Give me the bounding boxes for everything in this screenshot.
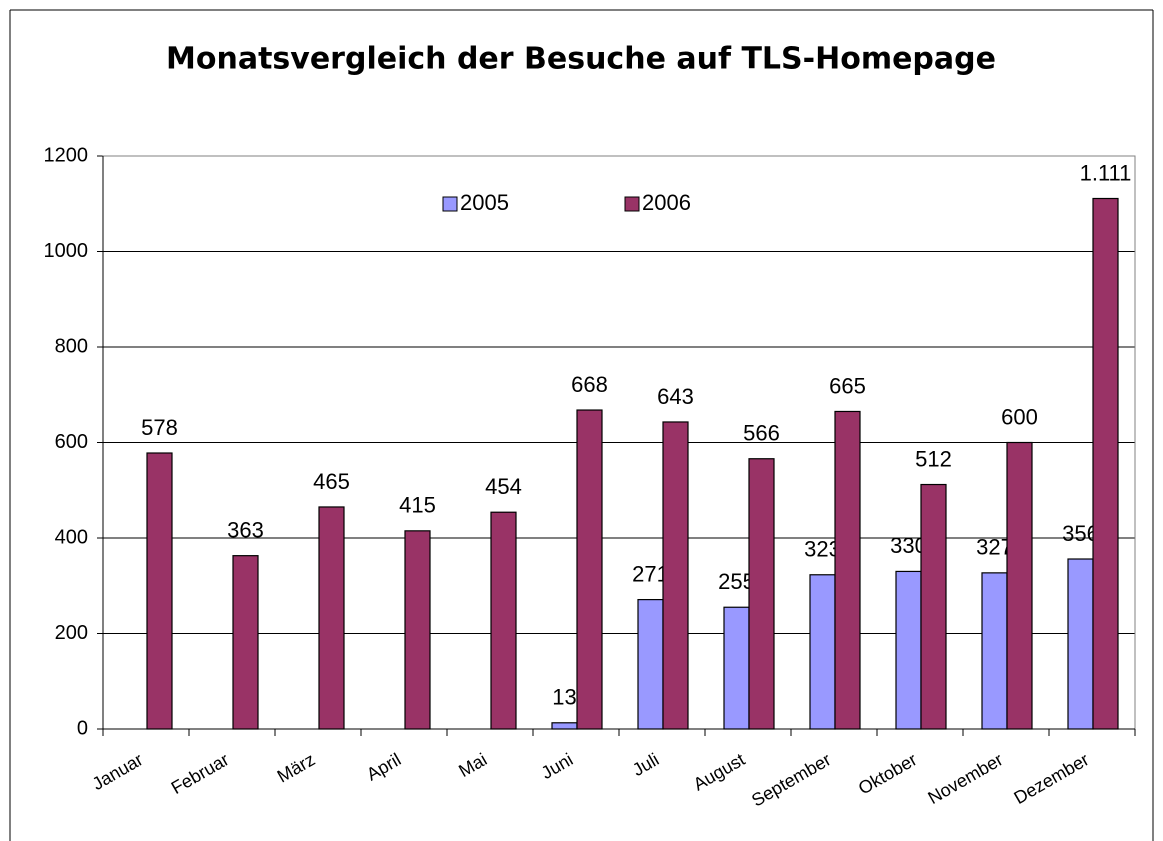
bar — [981, 572, 1008, 730]
bar — [490, 511, 517, 730]
x-tick-label: November — [924, 749, 1006, 808]
x-tick-label: März — [274, 749, 319, 786]
x-tick-label: April — [363, 749, 404, 784]
bar — [551, 722, 578, 730]
x-tick-label: Oktober — [855, 749, 920, 798]
data-label: 643 — [657, 384, 694, 409]
x-tick-label: September — [748, 749, 834, 810]
y-tick-label: 800 — [55, 335, 88, 357]
data-label: 363 — [227, 517, 264, 542]
data-label: 665 — [829, 373, 866, 398]
data-label: 465 — [313, 469, 350, 494]
bar — [809, 574, 836, 730]
bar — [232, 555, 259, 730]
bar — [146, 452, 173, 730]
x-tick-label: Dezember — [1010, 749, 1092, 808]
data-label: 1.111 — [1080, 160, 1132, 185]
data-label: 512 — [915, 446, 952, 471]
chart-title: Monatsvergleich der Besuche auf TLS-Home… — [166, 42, 996, 77]
bar — [662, 421, 689, 730]
y-tick-label: 600 — [55, 431, 88, 453]
bar — [1006, 441, 1033, 730]
data-label: 600 — [1001, 404, 1038, 429]
y-tick-label: 1200 — [44, 144, 89, 166]
bar — [1092, 197, 1119, 730]
data-label: 415 — [399, 493, 436, 518]
y-tick-label: 200 — [55, 622, 88, 644]
y-tick-label: 0 — [77, 717, 88, 739]
bar — [834, 410, 861, 730]
x-tick-label: Mai — [455, 749, 490, 781]
data-label: 13 — [552, 685, 576, 710]
data-label: 578 — [141, 415, 178, 440]
x-tick-label: Juli — [629, 749, 662, 780]
x-tick-label: Januar — [89, 749, 147, 794]
bar — [404, 530, 431, 730]
x-tick-label: Februar — [168, 749, 233, 798]
bar — [637, 598, 664, 730]
legend-swatch — [442, 196, 458, 212]
legend-label: 2006 — [642, 190, 691, 215]
bar — [895, 570, 922, 730]
bar — [920, 483, 947, 730]
legend-label: 2005 — [460, 190, 509, 215]
data-label: 454 — [485, 474, 522, 499]
y-tick-label: 400 — [55, 526, 88, 548]
y-tick-label: 1000 — [44, 240, 89, 262]
data-label: 668 — [571, 372, 608, 397]
bar — [748, 458, 775, 730]
bar — [723, 606, 750, 730]
x-tick-label: Juni — [538, 749, 577, 783]
bar — [318, 506, 345, 730]
x-tick-label: August — [690, 749, 749, 794]
legend-swatch — [624, 196, 640, 212]
data-label: 566 — [743, 421, 780, 446]
bar — [576, 409, 603, 730]
bar — [1067, 558, 1094, 730]
